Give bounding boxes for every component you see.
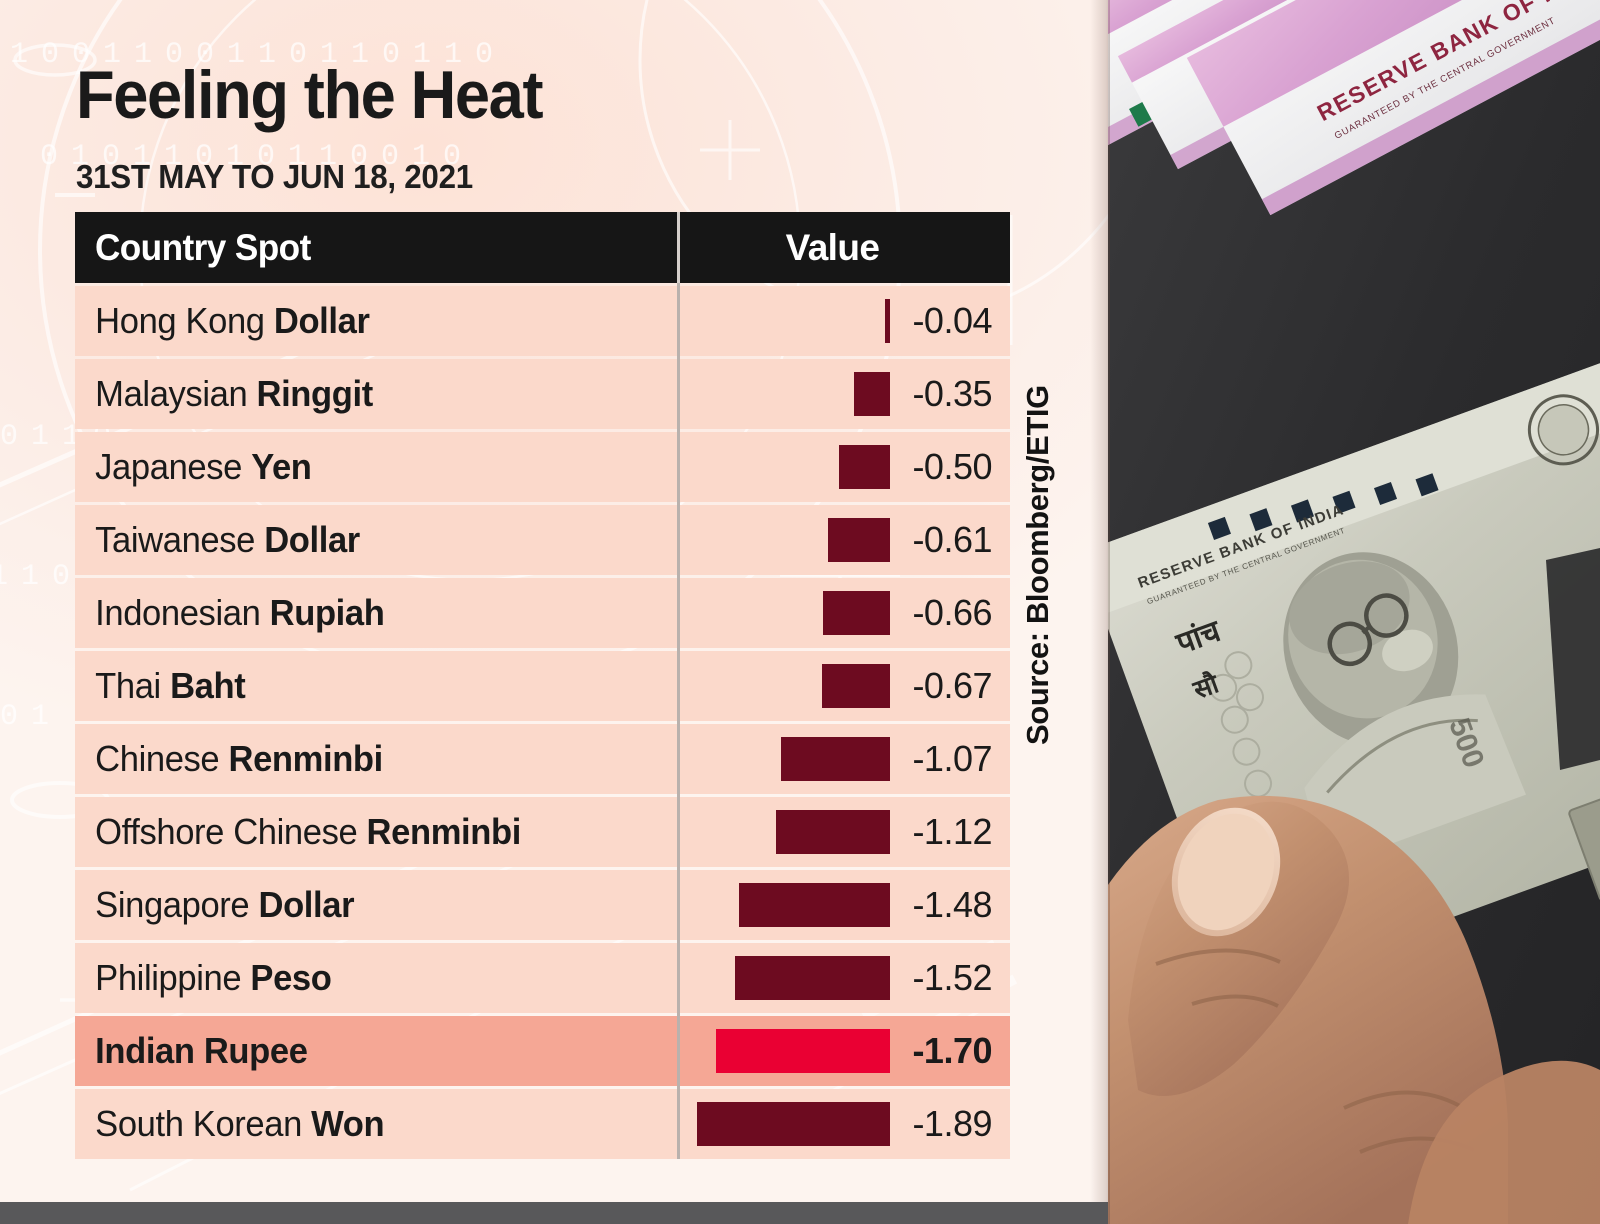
table-row: Japanese Yen -0.50 xyxy=(75,432,1010,502)
value-bar xyxy=(716,1029,890,1073)
table-row: Hong Kong Dollar -0.04 xyxy=(75,286,1010,356)
country-currency-label: Singapore Dollar xyxy=(95,884,355,925)
currency-photo: RESERVE BANK OF INDIA RESERVE BANK OF IN… xyxy=(1108,0,1600,1224)
country-currency-label: Chinese Renminbi xyxy=(95,738,383,779)
value-bar xyxy=(827,518,890,562)
country-currency-label: Indian Rupee xyxy=(95,1030,308,1071)
value-label: -0.67 xyxy=(912,665,992,706)
value-bar xyxy=(885,299,890,343)
value-label: -0.61 xyxy=(912,519,992,560)
value-cell: -1.48 xyxy=(677,870,1010,940)
value-label: -0.35 xyxy=(912,373,992,414)
background-binary-text: 01011010110010 xyxy=(40,140,475,174)
country-currency-label: Japanese Yen xyxy=(95,446,312,487)
value-cell: -0.66 xyxy=(677,578,1010,648)
country-currency-label: South Korean Won xyxy=(95,1103,385,1144)
country-currency-label: Indonesian Rupiah xyxy=(95,592,385,633)
table-row: Philippine Peso -1.52 xyxy=(75,943,1010,1013)
value-cell: -0.61 xyxy=(677,505,1010,575)
table-row: Singapore Dollar -1.48 xyxy=(75,870,1010,940)
country-currency-label: Thai Baht xyxy=(95,665,246,706)
background-binary-text: 1001100110110110 xyxy=(10,38,507,72)
currency-name: Yen xyxy=(251,446,312,487)
currency-name: Peso xyxy=(250,957,332,998)
currency-name: Won xyxy=(311,1103,385,1144)
value-cell: -1.89 xyxy=(677,1089,1010,1159)
currency-name: Baht xyxy=(170,665,246,706)
country-currency-label: Malaysian Ringgit xyxy=(95,373,374,414)
chart-panel: 1001100110110110 01011010110010 0110 110… xyxy=(0,0,1108,1224)
table-row: Indonesian Rupiah -0.66 xyxy=(75,578,1010,648)
country-currency-label: Taiwanese Dollar xyxy=(95,519,360,560)
table-row: South Korean Won -1.89 xyxy=(75,1089,1010,1159)
currency-name: Dollar xyxy=(258,884,355,925)
value-label: -1.07 xyxy=(912,738,992,779)
value-cell: -1.12 xyxy=(677,797,1010,867)
source-credit: Source: Bloomberg/ETIG xyxy=(1020,385,1055,745)
value-bar xyxy=(780,737,890,781)
table-row: Chinese Renminbi -1.07 xyxy=(75,724,1010,794)
currency-photo-illustration: RESERVE BANK OF INDIA RESERVE BANK OF IN… xyxy=(1108,0,1600,1224)
value-cell: -0.50 xyxy=(677,432,1010,502)
value-label: -1.52 xyxy=(912,957,992,998)
country-currency-label: Offshore Chinese Renminbi xyxy=(95,811,522,852)
table-row: Indian Rupee -1.70 xyxy=(75,1016,1010,1086)
value-label: -1.70 xyxy=(912,1030,992,1071)
value-label: -1.12 xyxy=(912,811,992,852)
value-label: -1.48 xyxy=(912,884,992,925)
value-bar xyxy=(775,810,890,854)
table-body: Hong Kong Dollar -0.04 Malaysian Ringgit -0… xyxy=(75,286,1010,1159)
currency-name: Dollar xyxy=(273,300,370,341)
currency-name: Ringgit xyxy=(256,373,374,414)
value-label: -0.66 xyxy=(912,592,992,633)
background-binary-text: 110 xyxy=(0,560,84,594)
currency-name: Renminbi xyxy=(228,738,383,779)
value-bar xyxy=(821,664,890,708)
value-cell: -1.07 xyxy=(677,724,1010,794)
value-cell: -0.67 xyxy=(677,651,1010,721)
table-row: Thai Baht -0.67 xyxy=(75,651,1010,721)
column-header-value: Value xyxy=(785,226,880,268)
value-bar xyxy=(697,1102,890,1146)
background-binary-text: 01 xyxy=(0,700,63,734)
table-row: Taiwanese Dollar -0.61 xyxy=(75,505,1010,575)
value-cell: -0.35 xyxy=(677,359,1010,429)
currency-name: Renminbi xyxy=(366,811,522,852)
table-header-row: Country Spot Value xyxy=(75,212,1010,283)
value-cell: -0.04 xyxy=(677,286,1010,356)
value-cell: -1.52 xyxy=(677,943,1010,1013)
country-currency-label: Philippine Peso xyxy=(95,957,332,998)
table-row: Malaysian Ringgit -0.35 xyxy=(75,359,1010,429)
page-title: Feeling the Heat xyxy=(76,57,544,133)
value-cell: -1.70 xyxy=(677,1016,1010,1086)
value-bar xyxy=(734,956,890,1000)
currency-name: Dollar xyxy=(264,519,360,560)
value-bar xyxy=(738,883,890,927)
bottom-strip xyxy=(0,1202,1108,1224)
value-label: -0.50 xyxy=(912,446,992,487)
value-bar xyxy=(854,372,890,416)
value-label: -0.04 xyxy=(912,300,992,341)
value-label: -1.89 xyxy=(912,1103,992,1144)
page-subtitle: 31ST MAY TO JUN 18, 2021 xyxy=(76,158,473,195)
country-currency-label: Hong Kong Dollar xyxy=(95,300,370,341)
currency-name: Rupiah xyxy=(269,592,385,633)
value-bar xyxy=(838,445,890,489)
currency-name: Rupee xyxy=(203,1030,308,1071)
data-table: Country Spot Value Hong Kong Dollar -0.04… xyxy=(75,212,1010,1159)
table-row: Offshore Chinese Renminbi -1.12 xyxy=(75,797,1010,867)
value-bar xyxy=(822,591,890,635)
column-header-country: Country Spot xyxy=(94,226,311,268)
